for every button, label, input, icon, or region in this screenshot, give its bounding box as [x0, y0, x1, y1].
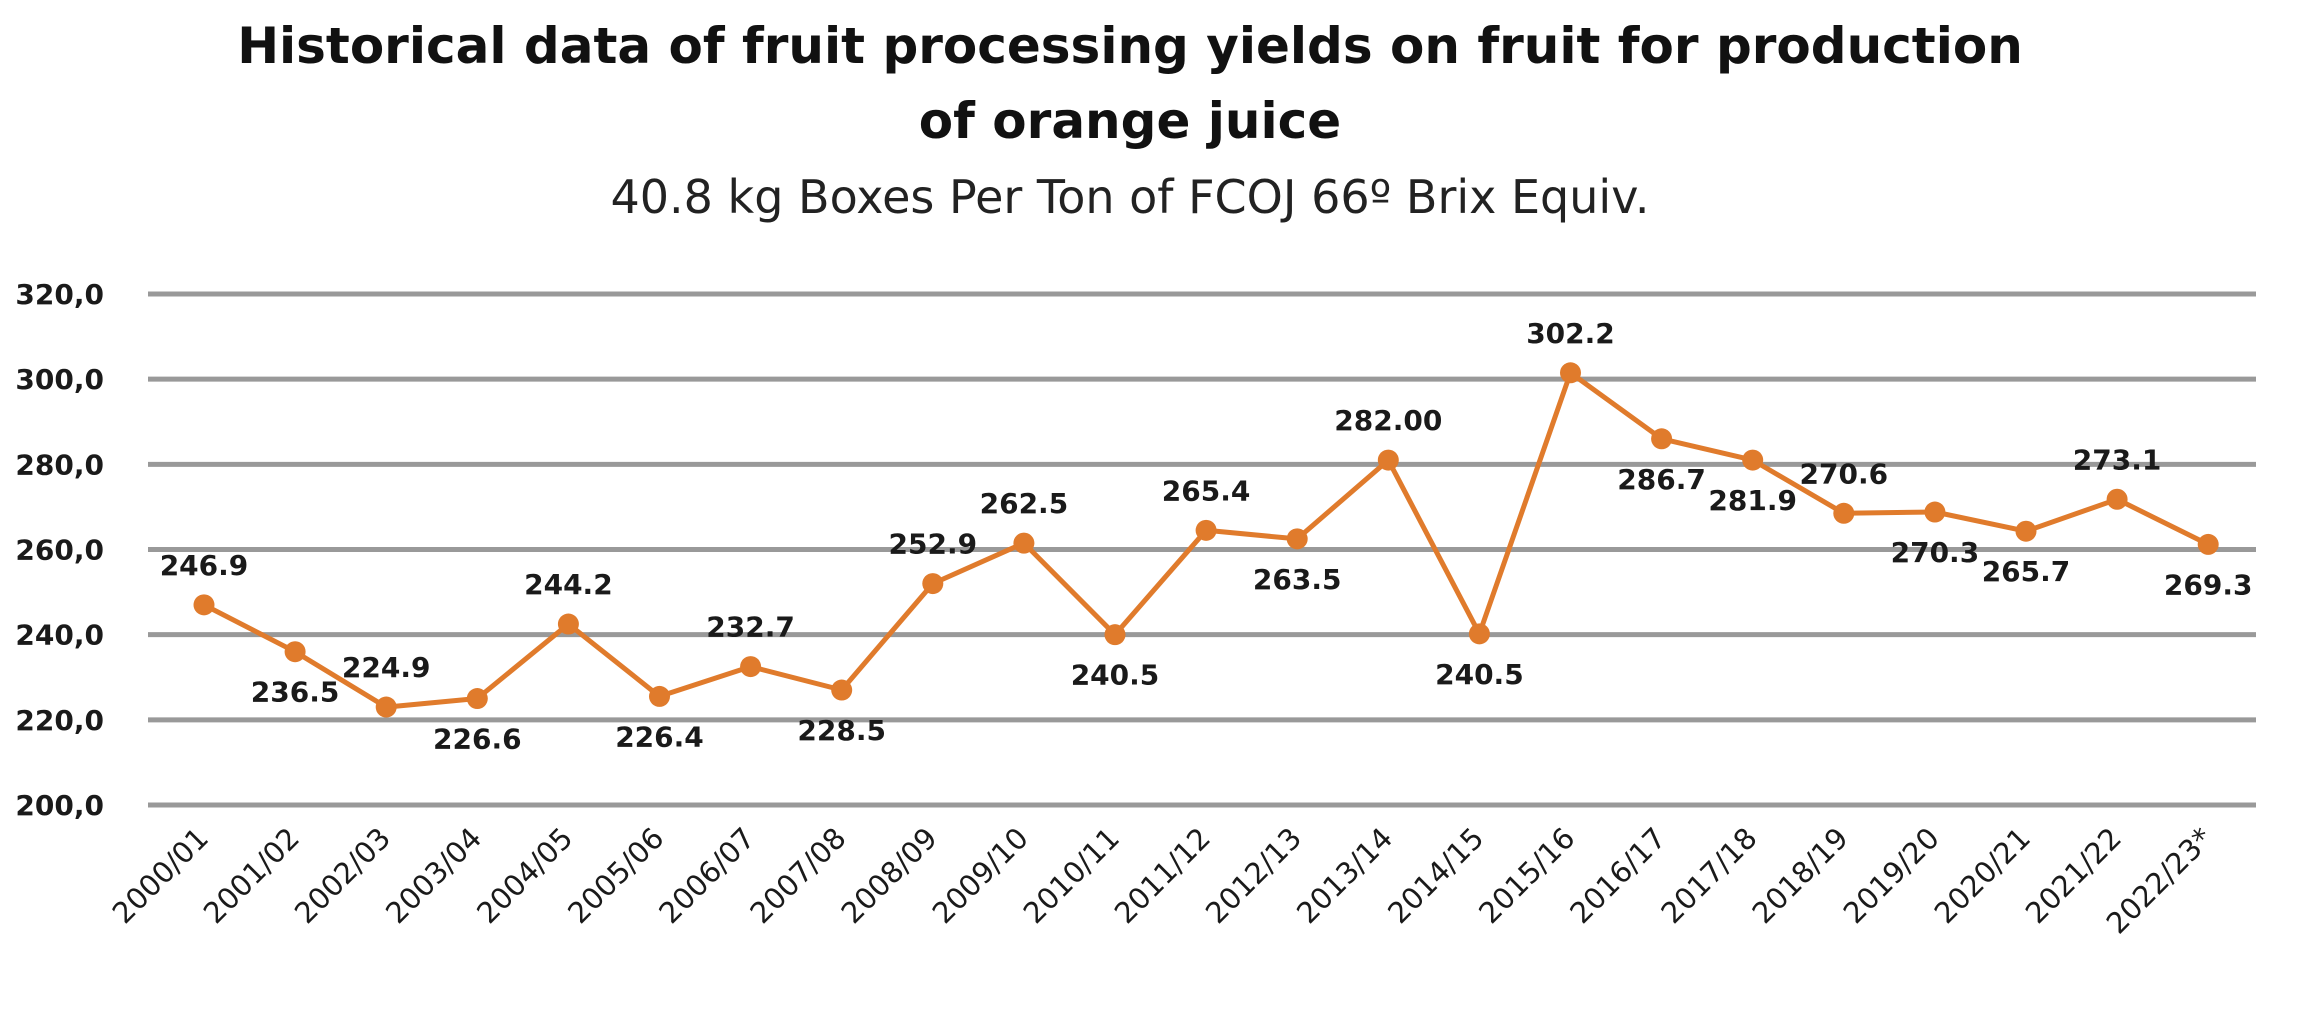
y-tick-label: 220,0: [15, 704, 104, 737]
data-point: [284, 641, 306, 663]
chart-title-line-1: Historical data of fruit processing yiel…: [237, 17, 2023, 75]
data-label: 226.4: [615, 720, 704, 753]
data-label: 262.5: [980, 487, 1069, 520]
data-point: [1013, 532, 1035, 554]
x-tick-label: 2019/20: [1837, 821, 1946, 930]
x-tick-label: 2017/18: [1654, 821, 1763, 930]
x-tick-label: 2009/10: [926, 821, 1035, 930]
data-label: 244.2: [524, 568, 613, 601]
data-label: 232.7: [706, 611, 795, 644]
chart-title-line-2: of orange juice: [919, 92, 1341, 150]
grid-lines: [148, 291, 2256, 808]
x-tick-label: 2018/19: [1746, 821, 1855, 930]
data-point: [1104, 624, 1126, 646]
y-tick-label: 260,0: [15, 534, 104, 567]
data-label: 240.5: [1071, 659, 1160, 692]
x-tick-label: 2000/01: [106, 821, 215, 930]
data-label: 252.9: [889, 528, 978, 561]
data-point: [1560, 362, 1581, 384]
x-tick-label: 2011/12: [1108, 821, 1217, 930]
data-point: [193, 594, 215, 616]
data-point: [1286, 528, 1308, 550]
x-tick-label: 2013/14: [1290, 821, 1399, 930]
data-point: [649, 685, 670, 707]
x-tick-label: 2001/02: [197, 821, 306, 930]
x-tick-label: 2012/13: [1199, 821, 1308, 930]
x-tick-label: 2005/06: [561, 821, 670, 930]
data-point: [831, 679, 853, 701]
data-label: 236.5: [251, 676, 340, 709]
data-point: [1468, 623, 1490, 645]
data-point: [740, 656, 762, 678]
data-label: 246.9: [160, 549, 249, 582]
x-tick-label: 2002/03: [288, 821, 397, 930]
data-point: [1195, 519, 1217, 541]
data-label: 265.7: [1982, 555, 2071, 588]
data-points: [193, 362, 2219, 718]
data-label: 270.3: [1891, 536, 1980, 569]
data-label: 273.1: [2073, 443, 2162, 476]
data-point: [1742, 449, 1764, 471]
data-point: [1924, 501, 1946, 523]
data-label: 224.9: [342, 651, 431, 684]
y-axis-ticks: 200,0 220,0 240,0 260,0 280,0 300,0 320,0: [15, 278, 104, 822]
y-tick-label: 240,0: [15, 619, 104, 652]
data-label: 263.5: [1253, 563, 1342, 596]
x-tick-label: 2014/15: [1381, 821, 1490, 930]
data-label: 302.2: [1526, 317, 1615, 350]
data-label: 269.3: [2164, 568, 2253, 601]
data-label: 265.4: [1162, 474, 1251, 507]
y-tick-label: 200,0: [15, 789, 104, 822]
data-label: 240.5: [1435, 658, 1524, 691]
x-axis-ticks: 2000/012001/022002/032003/042004/052005/…: [106, 821, 2219, 940]
data-point: [2197, 533, 2219, 555]
x-tick-label: 2007/08: [743, 821, 852, 930]
x-tick-label: 2020/21: [1928, 821, 2037, 930]
data-point: [466, 688, 488, 710]
data-point: [922, 573, 944, 595]
data-point: [557, 613, 579, 635]
chart-subtitle: 40.8 kg Boxes Per Ton of FCOJ 66º Brix E…: [611, 170, 1650, 224]
data-point: [2015, 520, 2037, 542]
data-label: 226.6: [433, 723, 522, 756]
data-label: 270.6: [1800, 457, 1889, 490]
x-tick-label: 2003/04: [379, 821, 488, 930]
x-tick-label: 2008/09: [835, 821, 944, 930]
data-point: [1651, 428, 1673, 450]
x-tick-label: 2015/16: [1472, 821, 1581, 930]
data-point: [1377, 449, 1399, 471]
x-tick-label: 2004/05: [470, 821, 579, 930]
data-label: 286.7: [1617, 463, 1706, 496]
data-label: 281.9: [1708, 484, 1797, 517]
y-tick-label: 280,0: [15, 448, 104, 481]
data-label: 228.5: [797, 714, 886, 747]
x-tick-label: 2010/11: [1017, 821, 1126, 930]
data-point: [2106, 488, 2128, 510]
data-point: [1833, 502, 1855, 524]
y-tick-label: 300,0: [15, 363, 104, 396]
data-point: [375, 696, 397, 718]
y-tick-label: 320,0: [15, 278, 104, 311]
x-tick-label: 2006/07: [652, 821, 761, 930]
data-label: 282.00: [1334, 404, 1442, 437]
x-tick-label: 2016/17: [1563, 821, 1672, 930]
